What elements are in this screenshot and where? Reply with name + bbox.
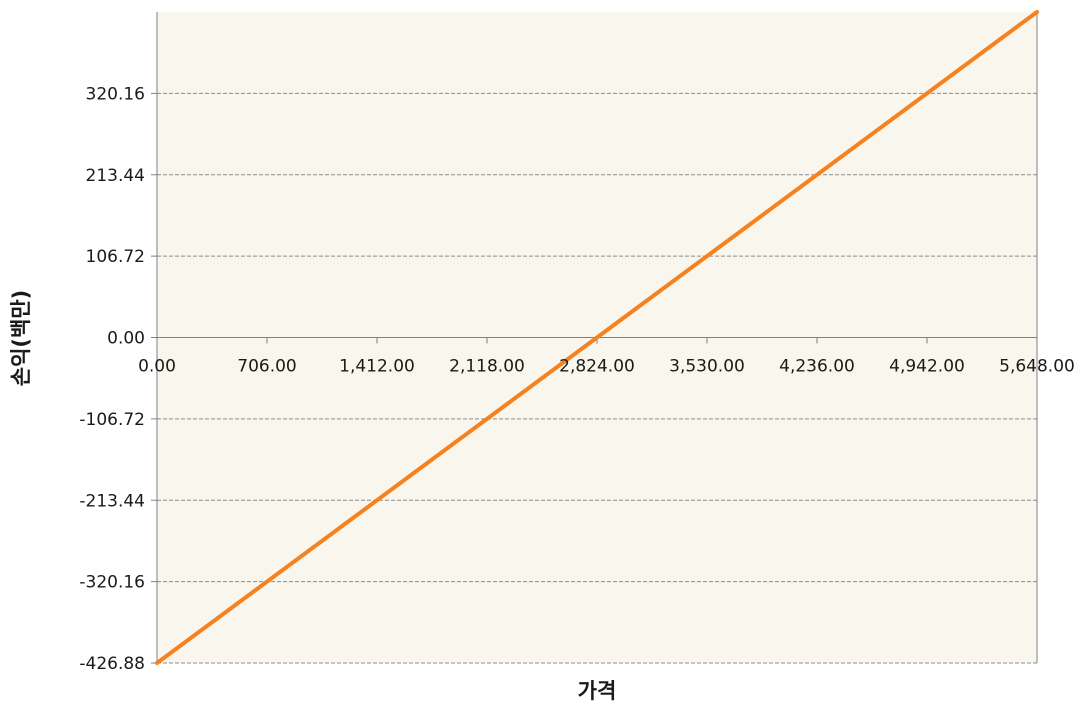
tick-labels: -426.88 -320.16 -213.44 -106.72 0.00 106.72 21… (79, 84, 1074, 674)
x-tick-label: 1,412.00 (339, 357, 415, 377)
y-tick-label: -213.44 (79, 491, 145, 511)
y-tick-label: -106.72 (79, 410, 145, 430)
x-tick-label: 4,942.00 (889, 357, 965, 377)
y-tick-label: 0.00 (107, 329, 145, 349)
x-tick-label: 706.00 (237, 357, 296, 377)
x-axis-title: 가격 (578, 679, 617, 703)
x-tick-label: 5,648.00 (999, 357, 1075, 377)
series-line (155, 10, 1039, 665)
gridlines (157, 92, 1037, 664)
y-axis-title: 손익(백만) (9, 290, 33, 386)
series-layer (155, 10, 1039, 665)
x-tick-label: 3,530.00 (669, 357, 745, 377)
x-tick-label: 4,236.00 (779, 357, 855, 377)
y-tick-label: 213.44 (86, 166, 145, 186)
x-tick-label: 2,824.00 (559, 357, 635, 377)
y-tick-label: -320.16 (79, 573, 145, 593)
y-tick-label: -426.88 (79, 654, 145, 674)
x-tick-label: 0.00 (138, 357, 176, 377)
y-tick-label: 106.72 (86, 247, 145, 267)
y-tick-label: 320.16 (86, 84, 145, 104)
x-tick-label: 2,118.00 (449, 357, 525, 377)
